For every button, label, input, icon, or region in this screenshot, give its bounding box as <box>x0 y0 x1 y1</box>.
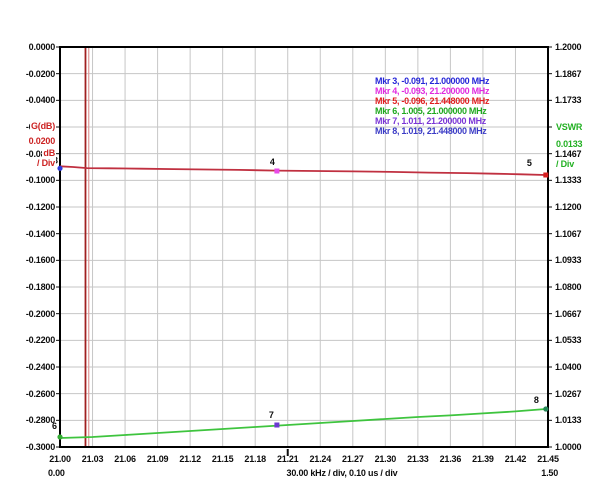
y-right-tick-label: 1.0667 <box>555 308 582 319</box>
marker-7[interactable] <box>274 422 280 428</box>
trace-vswr <box>59 408 546 439</box>
plot-border <box>59 46 549 448</box>
y-right-tick-label: 1.1467 <box>555 148 582 159</box>
legend-entry-4: Mkr 4, -0.093, 21.200000 MHz <box>375 86 490 96</box>
y-left-tick-label: -0.0400 <box>25 95 55 106</box>
y-left-tick-label: -0.2200 <box>25 335 55 346</box>
y-right-tick-label: 1.1067 <box>555 228 582 239</box>
y-right-tick-label: 1.0533 <box>555 335 582 346</box>
y-left-tick-label: -0.2000 <box>25 308 55 319</box>
legend-entry-5: Mkr 5, -0.096, 21.448000 MHz <box>375 96 490 106</box>
x-tick-label: 21.39 <box>472 454 494 464</box>
gain-axis-scale: 0.0200 <box>27 136 56 146</box>
y-left-tick-label: -0.1800 <box>25 282 55 292</box>
x-tick-label: 21.36 <box>439 454 462 464</box>
legend-entry-7: Mkr 7, 1.011, 21.200000 MHz <box>375 116 486 126</box>
y-right-tick-label: 1.1200 <box>555 202 582 212</box>
y-right-axis: 1.20001.18671.17331.16001.14671.13331.12… <box>555 0 615 493</box>
x-tick-label: 21.06 <box>114 454 136 464</box>
y-right-tick-label: 1.0000 <box>555 442 582 452</box>
y-right-tick-label: 1.1333 <box>555 175 582 186</box>
y-left-tick-label: -0.2800 <box>25 415 55 426</box>
x-tick-label: 21.30 <box>374 454 397 464</box>
gain-axis-name: G(dB) <box>30 121 56 131</box>
x-tick-label: 21.03 <box>81 454 104 464</box>
y-left-tick-label: -0.0800 <box>25 148 55 159</box>
y-right-tick-label: 1.0800 <box>555 282 582 292</box>
y-left-tick-label: -0.1000 <box>25 175 55 186</box>
gain-axis-per-div: / Div <box>35 158 56 168</box>
axis-units-label: 30.00 kHz / div, 0.10 us / div <box>286 468 398 478</box>
vswr-axis-name: VSWR <box>555 122 584 132</box>
y-right-tick-label: 1.1867 <box>555 68 582 79</box>
y-left-tick-label: -0.1200 <box>25 202 55 212</box>
marker-legend: Mkr 3, -0.091, 21.000000 MHz Mkr 4, -0.09… <box>375 76 489 136</box>
gain-axis-unit: dB <box>42 148 56 158</box>
marker-7-label: 7 <box>269 410 274 420</box>
marker-6[interactable] <box>57 434 63 440</box>
y-right-tick-label: 1.0267 <box>555 388 582 399</box>
marker-3[interactable] <box>57 165 63 171</box>
marker-8[interactable] <box>543 406 549 412</box>
marker-4-label: 4 <box>270 157 275 167</box>
marker-8-label: 8 <box>534 395 539 405</box>
gain-axis-label: G(dB) 0.0200 dB / Div <box>0 0 57 493</box>
x-tick-label: 21.09 <box>146 454 169 464</box>
vswr-axis-per-div: / Div <box>555 159 576 169</box>
y-left-tick-label: 0.0000 <box>28 42 56 52</box>
x-tick-label: 21.21 <box>276 454 299 464</box>
y-left-axis: 0.0000-0.0200-0.0400-0.0600-0.0800-0.100… <box>0 0 57 493</box>
x-tick-label: 21.12 <box>179 454 201 464</box>
y-right-tick-label: 1.1733 <box>555 95 582 106</box>
x-tick-label: 21.27 <box>342 454 364 464</box>
y-left-tick-label: -0.2600 <box>25 388 55 399</box>
legend-entry-3: Mkr 3, -0.091, 21.000000 MHz <box>375 76 490 86</box>
y-right-tick-label: 1.0133 <box>555 415 582 426</box>
legend-entry-6: Mkr 6, 1.005, 21.000000 MHz <box>375 106 487 116</box>
y-left-tick-label: -0.0200 <box>25 68 55 79</box>
y-left-tick-label: -0.1600 <box>25 255 55 266</box>
x-tick-label: 21.33 <box>407 454 429 464</box>
x-tick-label: 21.24 <box>309 454 332 464</box>
x-tick-label: 21.42 <box>504 454 527 464</box>
legend-entry-8: Mkr 8, 1.019, 21.448000 MHz <box>375 126 487 136</box>
x-tick-label: 21.45 <box>537 454 559 464</box>
marker-4[interactable] <box>274 168 280 174</box>
time-axis-end: 1.50 <box>541 468 558 478</box>
y-right-tick-label: 1.0400 <box>555 362 582 372</box>
y-left-tick-label: -0.1400 <box>25 228 55 239</box>
marker-6-label: 6 <box>52 421 57 431</box>
x-tick-label: 21.18 <box>244 454 266 464</box>
time-axis-start: 0.00 <box>48 468 65 478</box>
marker-5[interactable] <box>543 172 549 178</box>
marker-5-label: 5 <box>527 158 532 168</box>
x-tick-label: 21.15 <box>211 454 234 464</box>
y-left-tick-label: -0.2400 <box>25 362 55 372</box>
vswr-axis-scale: 0.0133 <box>555 139 584 149</box>
vswr-axis-label: VSWR 0.0133 / Div <box>555 0 615 493</box>
x-tick-label: 21.00 <box>49 454 71 464</box>
y-right-tick-label: 1.2000 <box>555 42 582 52</box>
y-left-tick-label: -0.3000 <box>25 442 55 452</box>
y-right-tick-label: 1.0933 <box>555 255 582 266</box>
